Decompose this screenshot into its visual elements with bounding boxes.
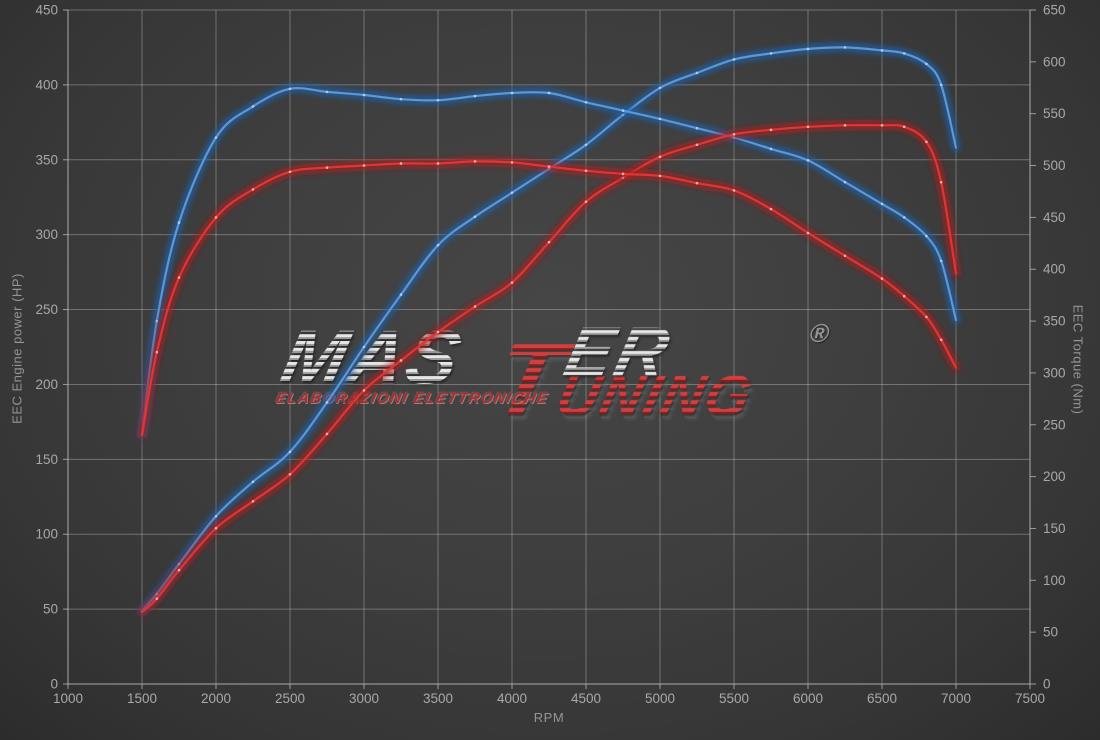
svg-text:200: 200 [1043, 469, 1066, 484]
svg-text:100: 100 [35, 527, 58, 542]
svg-text:4500: 4500 [571, 691, 601, 706]
svg-text:350: 350 [1043, 314, 1066, 329]
svg-text:7500: 7500 [1015, 691, 1045, 706]
svg-text:3500: 3500 [423, 691, 453, 706]
svg-text:1000: 1000 [53, 691, 83, 706]
svg-text:7000: 7000 [941, 691, 971, 706]
svg-text:100: 100 [1043, 573, 1066, 588]
svg-text:250: 250 [1043, 417, 1066, 432]
svg-text:350: 350 [35, 152, 58, 167]
svg-text:150: 150 [35, 452, 58, 467]
svg-text:550: 550 [1043, 106, 1066, 121]
svg-text:300: 300 [35, 227, 58, 242]
svg-text:4000: 4000 [497, 691, 527, 706]
svg-text:5500: 5500 [719, 691, 749, 706]
svg-text:400: 400 [35, 77, 58, 92]
svg-text:650: 650 [1043, 3, 1066, 18]
svg-text:50: 50 [1043, 625, 1058, 640]
curve-blue-torque-nm [138, 84, 960, 440]
svg-text:200: 200 [35, 377, 58, 392]
svg-text:450: 450 [1043, 210, 1066, 225]
svg-text:3000: 3000 [349, 691, 379, 706]
axis-spines-and-ticks [63, 9, 1036, 689]
x-axis-title: RPM [533, 710, 565, 725]
svg-text:450: 450 [35, 3, 58, 18]
curve-blue-power-hp [138, 43, 960, 615]
svg-text:150: 150 [1043, 521, 1066, 536]
tick-labels: 1000 1500 2000 2500 3000 3500 4000 4500 5000 5500… [35, 3, 1065, 707]
svg-text:5000: 5000 [645, 691, 675, 706]
svg-text:300: 300 [1043, 365, 1066, 380]
svg-text:250: 250 [35, 302, 58, 317]
svg-text:1500: 1500 [127, 691, 157, 706]
curve-red-torque-nm [138, 157, 960, 440]
svg-text:400: 400 [1043, 262, 1066, 277]
svg-text:50: 50 [43, 602, 58, 617]
svg-text:6000: 6000 [793, 691, 823, 706]
svg-text:600: 600 [1043, 54, 1066, 69]
svg-text:2500: 2500 [275, 691, 305, 706]
svg-text:2000: 2000 [201, 691, 231, 706]
svg-text:6500: 6500 [867, 691, 897, 706]
curve-red-power-hp [138, 121, 960, 617]
svg-text:0: 0 [1043, 677, 1051, 692]
svg-text:0: 0 [50, 677, 58, 692]
svg-text:500: 500 [1043, 158, 1066, 173]
